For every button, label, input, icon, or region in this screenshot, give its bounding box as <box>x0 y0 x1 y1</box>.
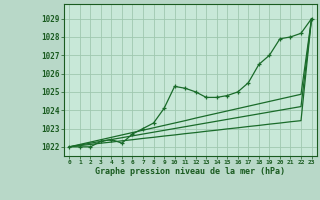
X-axis label: Graphe pression niveau de la mer (hPa): Graphe pression niveau de la mer (hPa) <box>95 167 285 176</box>
